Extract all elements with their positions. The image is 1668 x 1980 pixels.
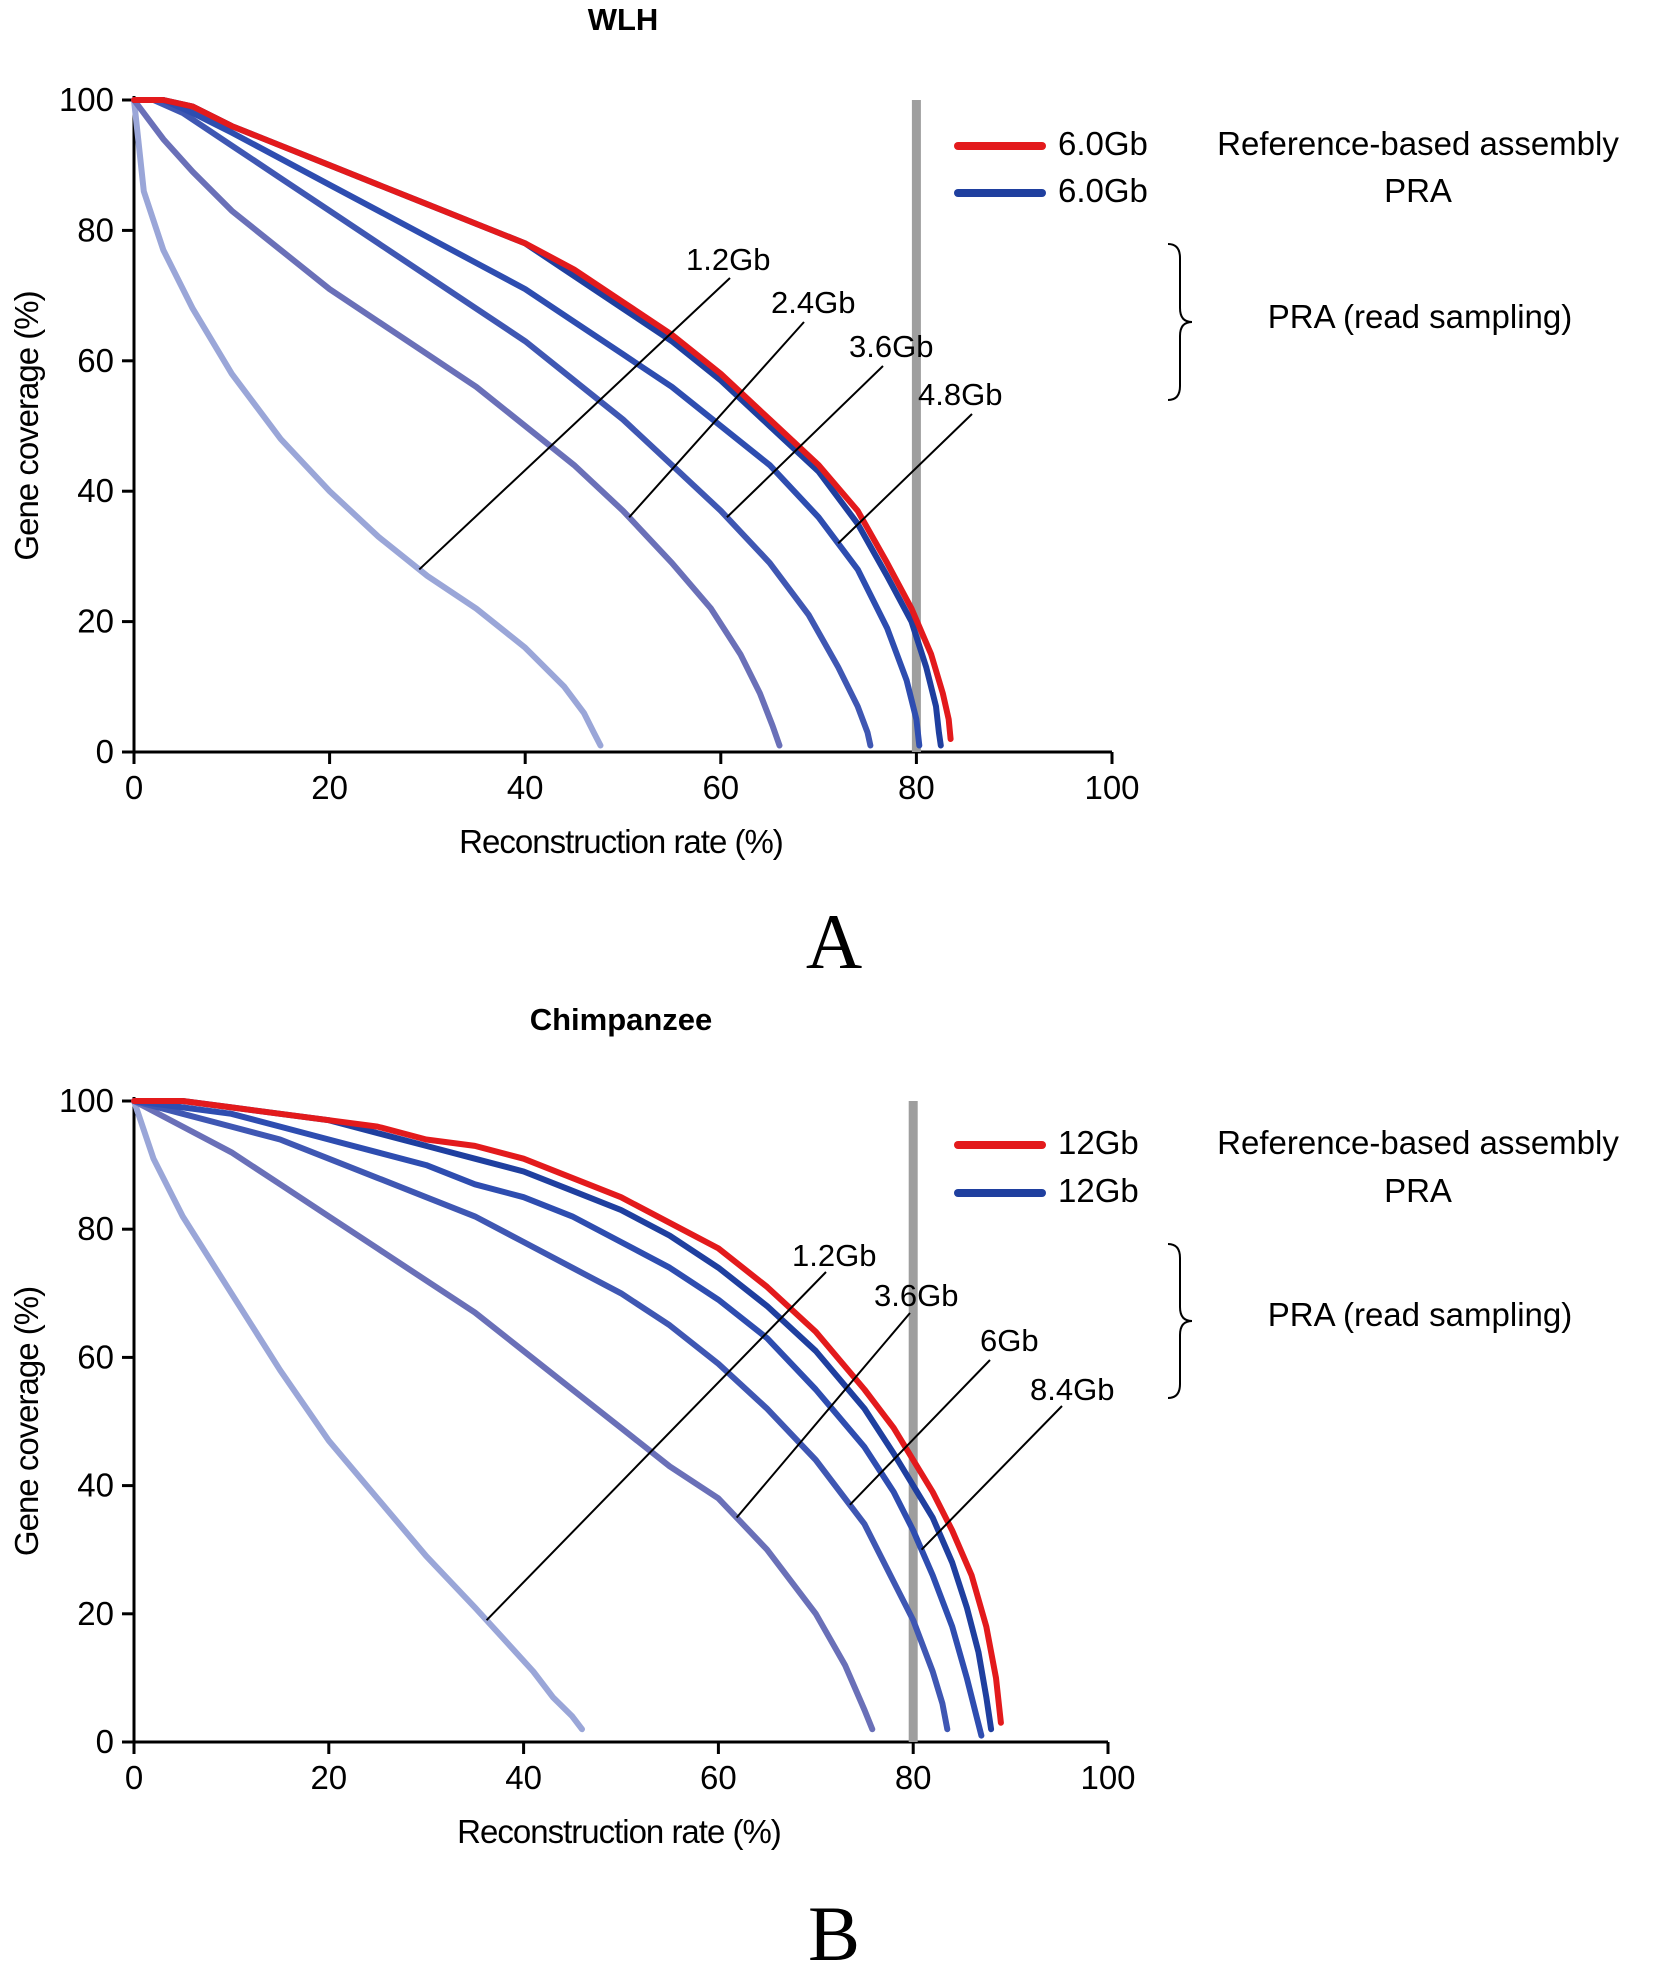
annotation-label: 1.2Gb <box>792 1238 876 1273</box>
annotation-leader-line <box>837 413 973 545</box>
x-tick-label: 60 <box>700 1759 737 1796</box>
legend-size-label: 6.0Gb <box>1058 172 1148 209</box>
annotation-leader-line <box>735 1312 911 1519</box>
y-tick-label: 100 <box>59 1082 114 1119</box>
annotation-label: 1.2Gb <box>686 242 770 277</box>
annotation-label: 8.4Gb <box>1030 1372 1114 1407</box>
y-tick-label: 0 <box>96 1723 114 1760</box>
y-axis-label: Gene coverage (%) <box>8 291 45 560</box>
legend-size-label: 12Gb <box>1058 1172 1139 1209</box>
x-tick-label: 80 <box>898 769 935 806</box>
bracket-label: PRA (read sampling) <box>1268 1296 1572 1333</box>
panel-label: A <box>806 898 862 985</box>
series-line-1-2gb <box>131 1098 585 1733</box>
y-tick-label: 20 <box>77 1595 114 1632</box>
x-axis-label: Reconstruction rate (%) <box>459 823 783 860</box>
annotation-leader-line <box>920 1405 1063 1551</box>
annotation-leader-line <box>485 1271 827 1621</box>
chart-panel-b: Chimpanzee 0 20 40 60 80 100 0 20 40 60 80 100 Recons… <box>8 1002 1619 1977</box>
legend-size-label: 12Gb <box>1058 1124 1139 1161</box>
legend-series-label: Reference-based assembly <box>1217 125 1619 162</box>
annotation-leader-line <box>849 1359 991 1506</box>
x-tick-label: 0 <box>125 769 143 806</box>
annotation-leader-line <box>418 277 731 571</box>
x-tick-label: 100 <box>1080 1759 1135 1796</box>
chart-title: Chimpanzee <box>530 1002 713 1037</box>
annotation-label: 3.6Gb <box>849 329 933 364</box>
series-line-6gb <box>131 1098 951 1733</box>
series-line-12gb-pra <box>131 1098 995 1733</box>
y-tick-label: 0 <box>96 733 114 770</box>
annotation-label: 4.8Gb <box>918 377 1002 412</box>
y-tick-label: 20 <box>77 603 114 640</box>
legend-series-label: Reference-based assembly <box>1217 1124 1619 1161</box>
legend-series-label: PRA <box>1384 172 1452 209</box>
series-line-4-8gb <box>131 97 923 749</box>
series-line-12gb-reference-based-assembly <box>131 1098 1004 1726</box>
y-tick-label: 80 <box>77 211 114 248</box>
curly-bracket <box>1167 1243 1193 1399</box>
y-tick-label: 60 <box>77 1338 114 1375</box>
y-tick-label: 40 <box>77 1467 114 1504</box>
x-tick-label: 40 <box>505 1759 542 1796</box>
annotation-label: 6Gb <box>980 1323 1039 1358</box>
series-line-1-2gb <box>131 97 604 749</box>
x-tick-label: 0 <box>125 1759 143 1796</box>
annotation-leader-line <box>628 321 805 518</box>
series-line-6-0gb-reference-based-assembly <box>131 97 954 742</box>
x-tick-label: 40 <box>507 769 544 806</box>
y-tick-label: 100 <box>59 81 114 118</box>
x-tick-label: 60 <box>702 769 739 806</box>
bracket-label: PRA (read sampling) <box>1268 298 1572 335</box>
x-tick-label: 20 <box>310 1759 347 1796</box>
series-line-8-4gb <box>131 1098 985 1739</box>
x-tick-label: 100 <box>1084 769 1139 806</box>
y-tick-label: 80 <box>77 1210 114 1247</box>
y-tick-label: 40 <box>77 472 114 509</box>
x-tick-label: 20 <box>311 769 348 806</box>
panel-label: B <box>808 1890 860 1977</box>
legend-series-label: PRA <box>1384 1172 1452 1209</box>
chart-title: WLH <box>588 2 659 37</box>
series-line-3-6gb <box>131 97 874 749</box>
x-axis-label: Reconstruction rate (%) <box>457 1813 781 1850</box>
annotation-leader-line <box>726 365 884 518</box>
series-line-3-6gb <box>131 1098 876 1733</box>
series-line-2-4gb <box>131 97 783 749</box>
series-line-6-0gb-pra <box>131 97 944 749</box>
y-axis-label: Gene coverage (%) <box>8 1287 45 1556</box>
x-tick-label: 80 <box>895 1759 932 1796</box>
curly-bracket <box>1167 243 1193 401</box>
annotation-label: 3.6Gb <box>874 1278 958 1313</box>
annotation-label: 2.4Gb <box>771 285 855 320</box>
chart-panel-a: WLH 0 20 40 60 80 100 0 20 40 60 80 100 Reconstructio… <box>8 2 1619 985</box>
legend-size-label: 6.0Gb <box>1058 125 1148 162</box>
y-tick-label: 60 <box>77 342 114 379</box>
